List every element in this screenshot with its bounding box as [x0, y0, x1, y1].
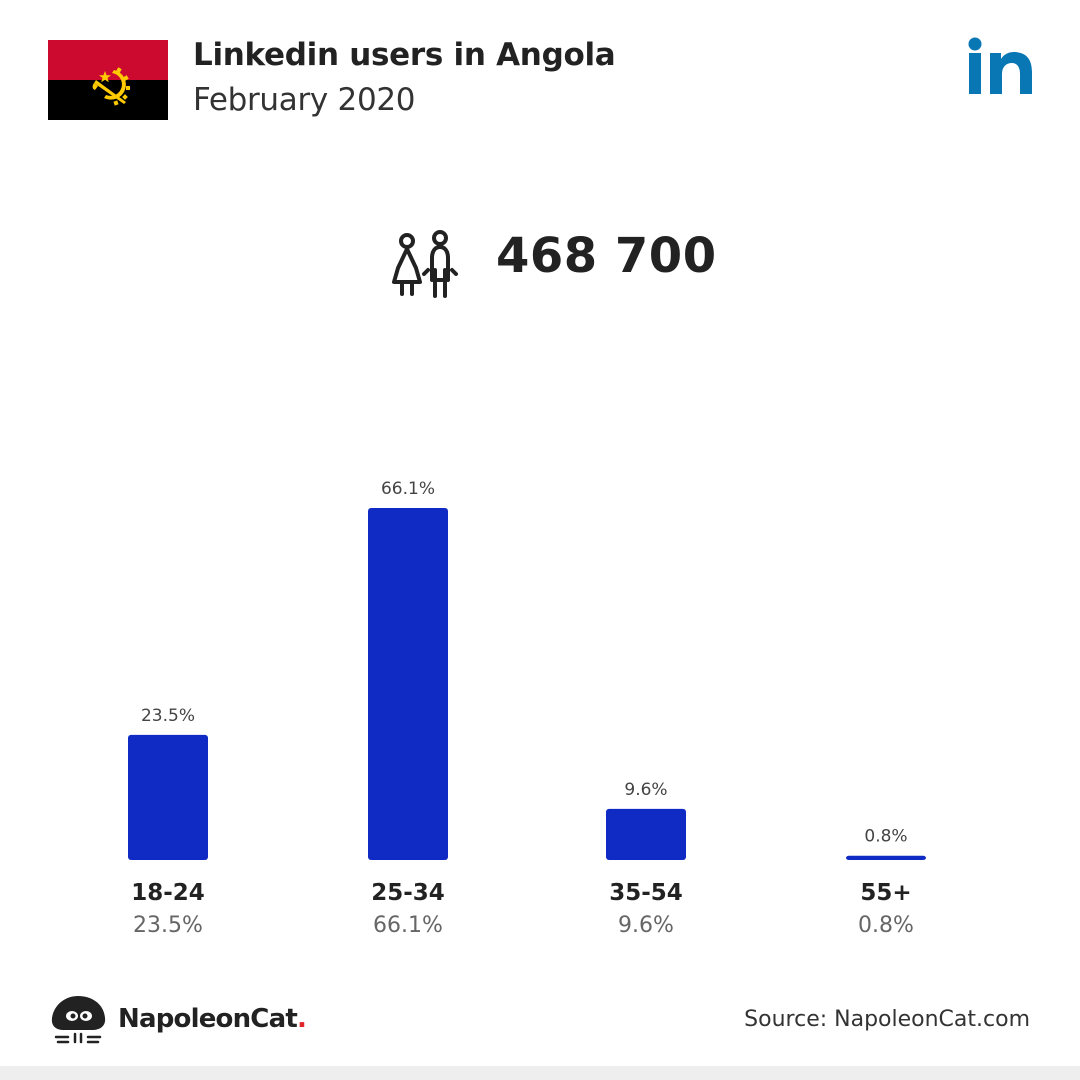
category-label: 18-24	[131, 880, 205, 906]
category-label: 55+	[860, 880, 911, 906]
brand-dot: .	[296, 1004, 307, 1034]
category-percent: 0.8%	[858, 913, 914, 938]
total-users-value: 468 700	[496, 228, 717, 284]
bar-value-label: 0.8%	[864, 827, 907, 847]
category-percent: 66.1%	[373, 913, 443, 938]
napoleoncat-brand: NapoleonCat.	[118, 1004, 307, 1034]
bar-55+	[846, 855, 926, 860]
linkedin-logo-icon	[968, 37, 1032, 94]
bar-value-label: 23.5%	[141, 706, 195, 726]
source-text: Source: NapoleonCat.com	[744, 1007, 1030, 1032]
napoleoncat-logo-icon	[51, 996, 106, 1044]
people-icon	[392, 230, 458, 298]
bar-value-label: 9.6%	[624, 780, 667, 800]
brand-name: NapoleonCat	[118, 1004, 298, 1034]
page-subtitle: February 2020	[193, 82, 416, 118]
bar-value-label: 66.1%	[381, 479, 435, 499]
category-label: 35-54	[609, 880, 683, 906]
bar-35-54	[606, 808, 686, 860]
bar-18-24	[128, 734, 208, 860]
page-title: Linkedin users in Angola	[193, 37, 616, 73]
category-label: 25-34	[371, 880, 445, 906]
category-percent: 23.5%	[133, 913, 203, 938]
bottom-band	[0, 1066, 1080, 1080]
category-percent: 9.6%	[618, 913, 674, 938]
angola-flag	[48, 40, 168, 120]
bar-25-34	[368, 508, 448, 860]
